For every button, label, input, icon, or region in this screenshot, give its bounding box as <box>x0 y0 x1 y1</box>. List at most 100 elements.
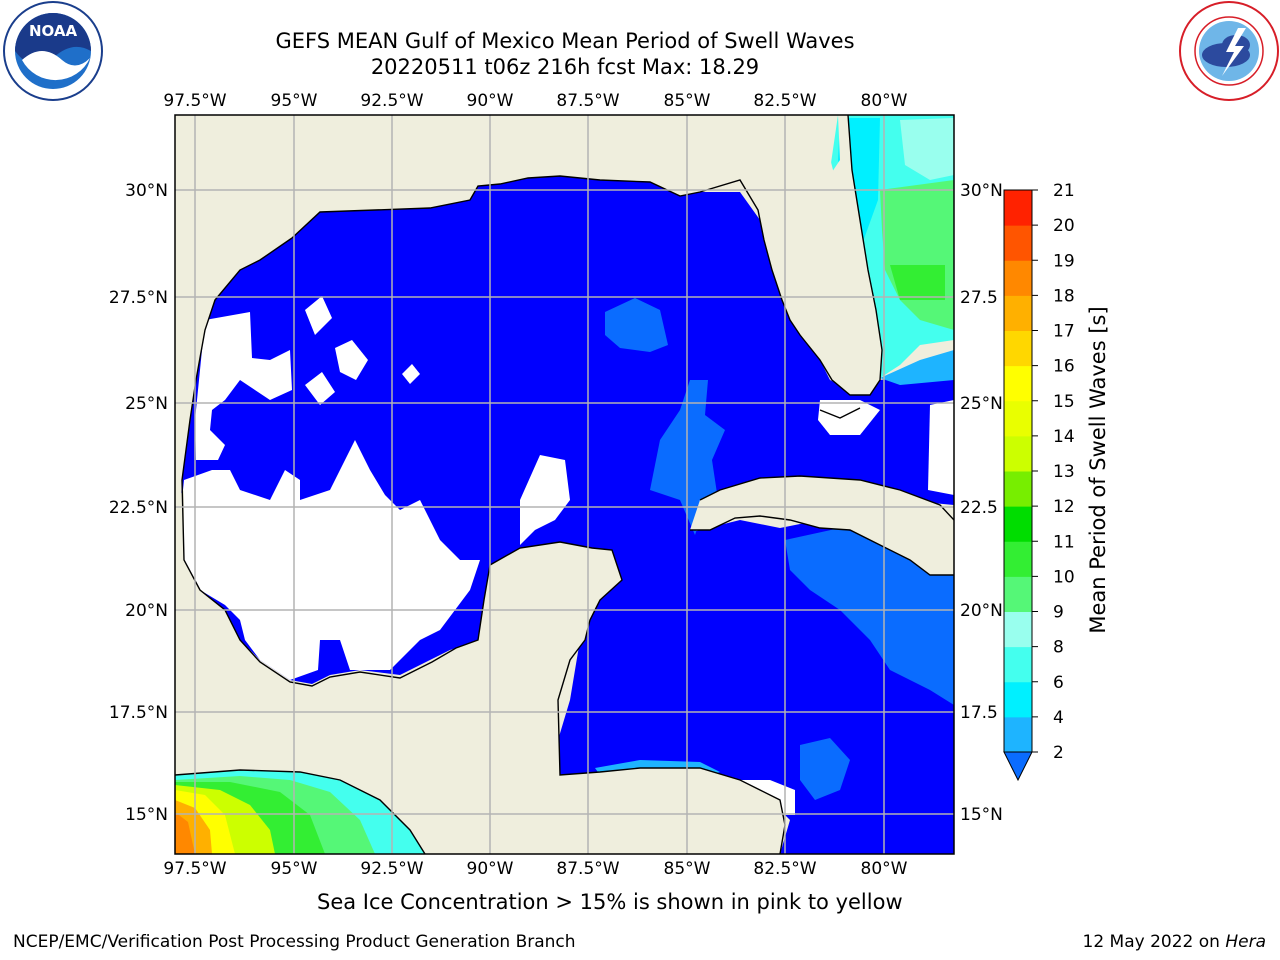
colorbar-tick-label: 21 <box>1053 181 1075 201</box>
colorbar-segment <box>1004 646 1032 683</box>
lon-label: 85°W <box>664 859 711 879</box>
colorbar-segment <box>1004 330 1032 367</box>
lat-label: 30°N <box>125 181 168 201</box>
colorbar-title: Mean Period of Swell Waves [s] <box>1086 306 1110 633</box>
colorbar-segment <box>1004 471 1032 507</box>
colorbar-extend-arrow <box>1003 751 1033 782</box>
no-data-gulf-speck-1 <box>305 296 332 335</box>
lat-label: 30°N <box>960 181 1003 201</box>
gulf-patch-light-blue <box>605 298 668 352</box>
lon-label: 82.5°W <box>753 859 816 879</box>
pacific-swell-red-orange <box>175 812 195 854</box>
lat-label: 27.5°N <box>109 288 168 308</box>
colorbar-segment <box>1004 365 1032 402</box>
coastlines <box>175 115 954 854</box>
colorbar-tick-label: 10 <box>1053 567 1075 587</box>
colorbar: 2 4 6 8 9 10 11 12 13 14 15 16 17 18 19 20 21 <box>1003 181 1075 782</box>
no-data-west-gulf <box>195 312 292 460</box>
colorbar-segment <box>1004 506 1032 542</box>
colorbar-tick-label: 8 <box>1053 638 1064 658</box>
no-data-florida-keys <box>818 400 880 435</box>
credit-branch: NCEP/EMC/Verification Post Processing Pr… <box>13 932 576 952</box>
colorbar-tick-label: 17 <box>1053 322 1075 342</box>
nws-logo <box>1179 1 1279 101</box>
lon-label: 82.5°W <box>753 91 816 111</box>
chart-title: GEFS MEAN Gulf of Mexico Mean Period of … <box>275 29 855 53</box>
no-data-gulf-speck-3 <box>305 372 335 405</box>
land-florida <box>740 115 882 395</box>
lon-label: 97.5°W <box>163 91 226 111</box>
lat-label: 22.5°N <box>109 498 168 518</box>
caribbean-patch-light-blue-2 <box>800 738 850 800</box>
colorbar-tick-label: 14 <box>1053 427 1075 447</box>
colorbar-tick-label: 16 <box>1053 357 1075 377</box>
no-data-bahamas <box>928 400 954 495</box>
colorbar-tick-label: 15 <box>1053 392 1075 412</box>
colorbar-segment <box>1004 576 1032 612</box>
lat-label: 27.5 <box>960 288 998 308</box>
lon-label: 92.5°W <box>360 91 423 111</box>
colorbar-segment <box>1004 716 1032 753</box>
lon-label: 87.5°W <box>556 91 619 111</box>
colorbar-tick-label: 9 <box>1053 603 1064 623</box>
credit-host: Hera <box>1225 932 1266 952</box>
colorbar-tick-label: 11 <box>1053 532 1075 552</box>
caribbean-patch-light-blue <box>785 528 954 705</box>
lat-label: 25°N <box>960 394 1003 414</box>
lon-label: 95°W <box>271 91 318 111</box>
no-data-central-gulf <box>520 455 570 545</box>
lon-label: 87.5°W <box>556 859 619 879</box>
no-data-southwest-gulf <box>180 440 480 680</box>
colorbar-tick-label: 12 <box>1053 497 1075 517</box>
no-data-gulf-speck-2 <box>335 340 368 380</box>
colorbar-segment <box>1004 260 1032 296</box>
atlantic-swell-teal <box>900 118 954 180</box>
colorbar-segment <box>1004 435 1032 472</box>
credit-date: 12 May 2022 on Hera <box>1083 932 1267 952</box>
colorbar-segment <box>1004 611 1032 648</box>
colorbar-segment <box>1004 295 1032 331</box>
sea-ice-note: Sea Ice Concentration > 15% is shown in … <box>317 890 903 914</box>
lat-label: 15°N <box>960 805 1003 825</box>
lat-label: 25°N <box>125 394 168 414</box>
lat-label: 15°N <box>125 805 168 825</box>
colorbar-segment <box>1004 541 1032 577</box>
lon-label: 90°W <box>467 91 514 111</box>
colorbar-segment <box>1004 225 1032 261</box>
lat-label: 17.5 <box>960 703 998 723</box>
lon-label: 80°W <box>861 859 908 879</box>
lon-label: 90°W <box>467 859 514 879</box>
lat-label: 22.5 <box>960 498 998 518</box>
graticule <box>175 115 954 854</box>
noaa-logo-text: NOAA <box>29 22 78 40</box>
atlantic-swell-low <box>880 350 954 385</box>
lat-label: 20°N <box>125 601 168 621</box>
lon-label: 80°W <box>861 91 908 111</box>
map-frame <box>174 114 955 855</box>
colorbar-tick-label: 2 <box>1053 743 1064 763</box>
credit-date-text: 12 May 2022 on <box>1082 932 1226 952</box>
colorbar-segment <box>1004 400 1032 437</box>
colorbar-segment <box>1004 681 1032 718</box>
colorbar-tick-label: 6 <box>1053 673 1064 693</box>
colorbar-tick-label: 13 <box>1053 462 1075 482</box>
lat-label: 20°N <box>960 601 1003 621</box>
map-area <box>175 115 954 854</box>
chart-subtitle: 20220511 t06z 216h fcst Max: 18.29 <box>370 55 760 79</box>
land-mexico <box>175 490 785 854</box>
lat-label: 17.5°N <box>109 703 168 723</box>
colorbar-tick-label: 18 <box>1053 286 1075 306</box>
lon-label: 92.5°W <box>360 859 423 879</box>
atlantic-swell-green-core <box>890 265 945 300</box>
land-cuba <box>690 476 954 575</box>
colorbar-tick-label: 20 <box>1053 216 1075 236</box>
lon-label: 85°W <box>664 91 711 111</box>
no-data-gulf-speck-4 <box>402 364 420 384</box>
lon-labels-bottom: 97.5°W 95°W 92.5°W 90°W 87.5°W 85°W 82.5… <box>163 859 907 879</box>
noaa-logo: NOAA <box>3 1 103 101</box>
lat-labels-left: 30°N 27.5°N 25°N 22.5°N 20°N 17.5°N 15°N <box>109 181 168 825</box>
land-us-gulf-coast <box>175 115 838 490</box>
colorbar-segment <box>1004 190 1032 226</box>
colorbar-tick-label: 19 <box>1053 251 1075 271</box>
lon-labels-top: 97.5°W 95°W 92.5°W 90°W 87.5°W 85°W 82.5… <box>163 91 907 111</box>
